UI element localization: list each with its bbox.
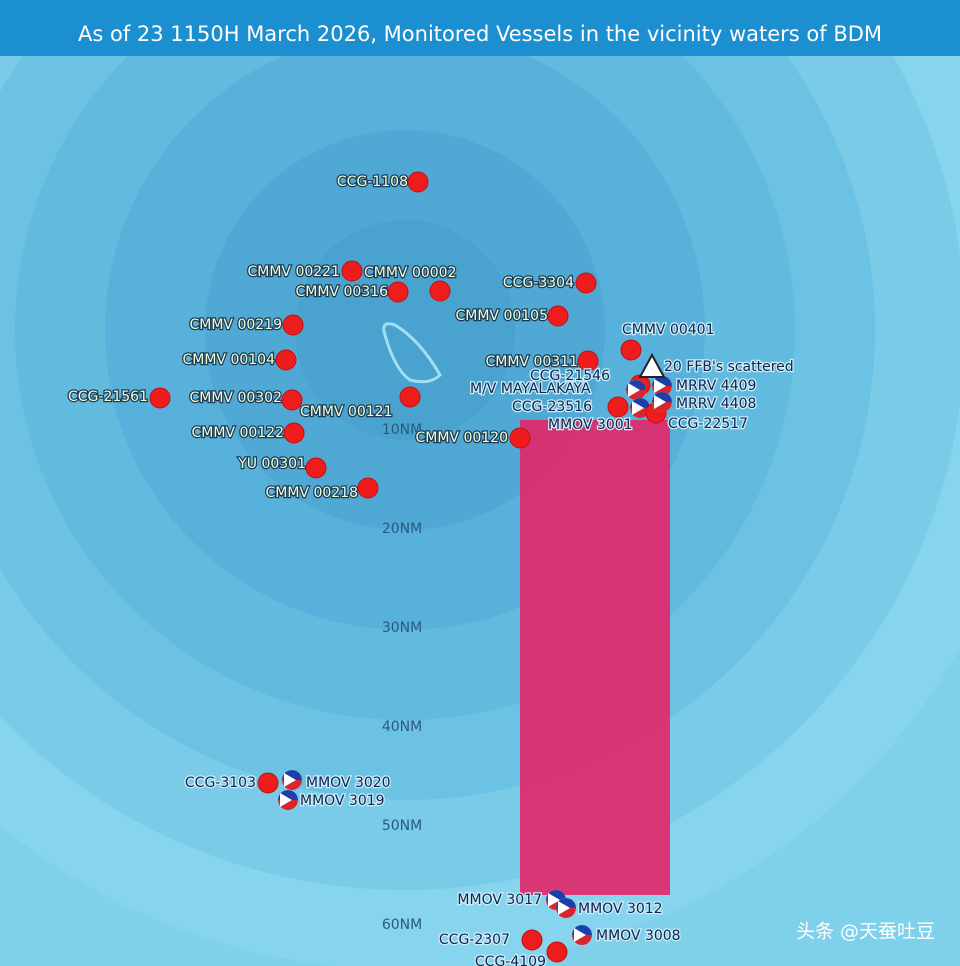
vessel-marker <box>521 929 543 951</box>
vessel-marker <box>429 280 451 302</box>
flag-white <box>654 395 666 409</box>
flag-white <box>654 379 666 393</box>
vessel-label: CMMV 00104 <box>183 352 276 368</box>
vessel-label: CMMV 00218 <box>266 485 359 501</box>
vessel-label: CCG-21561 <box>68 389 148 405</box>
vessel-marker <box>407 171 429 193</box>
vessel-marker <box>546 941 568 963</box>
vessel-marker <box>577 350 599 372</box>
vessel-marker <box>572 925 592 945</box>
vessel-marker <box>547 305 569 327</box>
ring-label: 50NM <box>382 818 422 834</box>
vessel-marker <box>620 339 642 361</box>
header-title: As of 23 1150H March 2026, Monitored Ves… <box>78 22 882 46</box>
vessel-marker <box>149 387 171 409</box>
ring-label: 20NM <box>382 521 422 537</box>
vessel-marker <box>638 352 666 378</box>
vessel-marker <box>509 427 531 449</box>
vessel-marker <box>282 314 304 336</box>
vessel-label: CCG-4109 <box>475 954 546 966</box>
vessel-label: MMOV 3017 <box>457 892 542 908</box>
vessel-marker <box>282 770 302 790</box>
vessel-marker <box>283 422 305 444</box>
vessel-label: MRRV 4409 <box>676 378 756 394</box>
vessel-label: CCG-22517 <box>668 416 748 432</box>
ring-label: 60NM <box>382 917 422 933</box>
vessel-marker <box>626 380 646 400</box>
vessel-marker <box>630 398 650 418</box>
flag-white <box>628 383 640 397</box>
vessel-marker <box>575 272 597 294</box>
watermark: 头条 @天蚕吐豆 <box>796 921 935 943</box>
flag-white <box>548 893 560 907</box>
vessel-label: CCG-23516 <box>512 399 592 415</box>
vessel-marker <box>357 477 379 499</box>
vessel-marker <box>305 457 327 479</box>
vessel-label: CCG-3304 <box>503 275 574 291</box>
ring-labels: 10NM 20NM 30NM 40NM 50NM 60NM <box>382 422 422 933</box>
vessel-label: CMMV 00121 <box>300 404 393 420</box>
vessel-label: MMOV 3001 <box>548 417 633 433</box>
vessel-label: 20 FFB's scattered <box>664 359 794 375</box>
vessel-label: CMMV 00002 <box>364 265 457 281</box>
flag-white <box>280 793 292 807</box>
vessel-label: MMOV 3008 <box>596 928 681 944</box>
flag-white <box>632 401 644 415</box>
vessel-label: CMMV 00221 <box>248 264 341 280</box>
flag-white <box>558 901 570 915</box>
vessel-marker <box>257 772 279 794</box>
vessel-label: MRRV 4408 <box>676 396 756 412</box>
ring-label: 10NM <box>382 422 422 438</box>
vessel-label: CMMV 00302 <box>190 390 283 406</box>
vessel-label: MMOV 3019 <box>300 793 385 809</box>
vessel-label: CCG-1108 <box>337 174 408 190</box>
vessel-marker <box>399 386 421 408</box>
vessel-label: CCG-21546 <box>530 368 610 384</box>
vessel-marker <box>281 389 303 411</box>
vessel-marker <box>275 349 297 371</box>
vessel-label: CMMV 00401 <box>622 322 715 338</box>
vessel-marker <box>341 260 363 282</box>
restricted-zone <box>520 420 670 895</box>
header-bar <box>0 0 960 56</box>
vessels: CCG-1108 CMMV 00221 CMMV 00002 CMMV 00316 CC… <box>67 171 795 966</box>
vessel-marker <box>387 281 409 303</box>
ring-label: 40NM <box>382 719 422 735</box>
flag-white <box>574 928 586 942</box>
vessel-label: CCG-3103 <box>185 775 256 791</box>
vessel-label: MMOV 3012 <box>578 901 663 917</box>
vessel-label: MMOV 3020 <box>306 775 391 791</box>
vessel-label: CMMV 00311 <box>486 354 579 370</box>
vessel-marker <box>278 790 298 810</box>
vessel-label: CMMV 00105 <box>456 308 549 324</box>
vessel-marker <box>652 376 672 396</box>
vessel-marker <box>556 898 576 918</box>
vessel-label: CCG-2307 <box>439 932 510 948</box>
vessel-marker <box>607 396 629 418</box>
ring-label: 30NM <box>382 620 422 636</box>
vessel-label: M/V MAYALAKAYA <box>470 381 591 397</box>
flag-white <box>284 773 296 787</box>
vessel-label: CMMV 00120 <box>416 430 509 446</box>
vessel-marker <box>652 392 672 412</box>
vessel-label: CMMV 00122 <box>192 425 285 441</box>
vessel-label: CMMV 00316 <box>296 284 389 300</box>
vessel-label: YU 00301 <box>237 456 306 472</box>
vessel-label: CMMV 00219 <box>190 317 283 333</box>
